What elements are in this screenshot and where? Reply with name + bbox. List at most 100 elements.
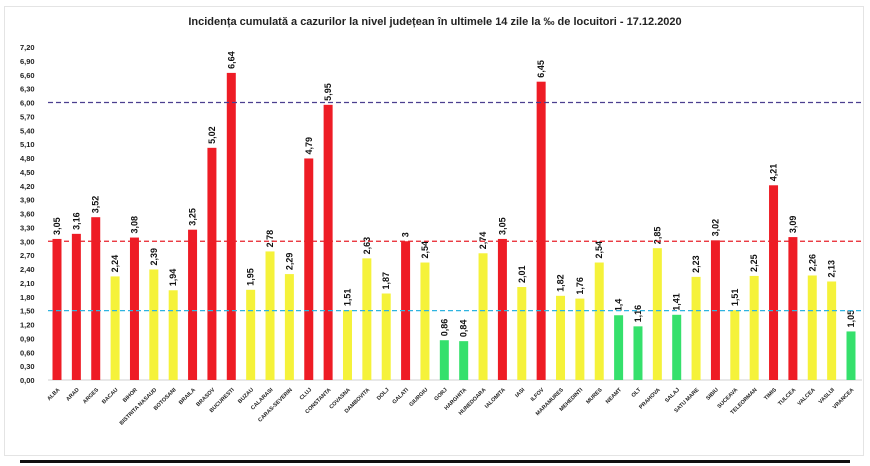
- bar-arges: [91, 217, 101, 380]
- data-label: 1,41: [672, 293, 682, 311]
- data-label: 6,64: [226, 51, 236, 69]
- bottom-bar: [0, 458, 870, 466]
- bar-braila: [188, 229, 198, 380]
- data-label: 3,09: [788, 216, 798, 234]
- data-label: 2,24: [110, 255, 120, 273]
- bar-maramures: [556, 295, 566, 380]
- category-label: TULCEA: [777, 387, 797, 407]
- bar-suceava: [730, 310, 740, 380]
- bar-valcea: [807, 275, 817, 380]
- bar-mures: [594, 262, 604, 380]
- data-label: 3,52: [91, 196, 101, 214]
- data-label: 2,85: [652, 227, 662, 245]
- y-tick-label: 0,90: [20, 334, 35, 343]
- bar-gorj: [439, 340, 449, 380]
- bar-prahova: [652, 248, 662, 380]
- y-tick-label: 2,40: [20, 265, 35, 274]
- bar-satu-mare: [691, 276, 701, 380]
- bar-constanta: [323, 104, 333, 380]
- y-tick-label: 0,60: [20, 348, 35, 357]
- bar-bistrita-nasaud: [149, 269, 159, 380]
- y-tick-label: 5,10: [20, 140, 35, 149]
- bar-dambovita: [362, 258, 372, 380]
- y-tick-label: 6,60: [20, 71, 35, 80]
- y-tick-label: 2,10: [20, 279, 35, 288]
- data-label: 2,13: [827, 260, 837, 278]
- category-label: CARAS-SEVERIN: [257, 387, 293, 423]
- y-tick-label: 5,70: [20, 112, 35, 121]
- bar-giurgiu: [420, 262, 430, 380]
- y-tick-label: 0,00: [20, 376, 35, 385]
- data-label: 3,25: [188, 208, 198, 226]
- y-tick-label: 3,60: [20, 210, 35, 219]
- bar-bucuresti: [226, 72, 236, 381]
- y-tick-label: 1,80: [20, 293, 35, 302]
- data-label: 5,95: [323, 83, 333, 101]
- bar-vrancea: [846, 331, 856, 380]
- category-label: PRAHOVA: [638, 387, 661, 410]
- data-label: 1,51: [730, 289, 740, 307]
- bar-teleorman: [749, 275, 759, 380]
- y-tick-label: 6,30: [20, 85, 35, 94]
- data-label: 1,95: [246, 268, 256, 286]
- bar-olt: [633, 326, 643, 380]
- bar-timis: [769, 185, 779, 380]
- bar-botosani: [168, 290, 178, 380]
- bar-covasna: [342, 310, 352, 380]
- bar-iasi: [517, 287, 527, 380]
- chart-title: Incidența cumulată a cazurilor la nivel …: [188, 16, 682, 28]
- category-label: VASLUI: [818, 387, 837, 406]
- data-label: 1,4: [614, 299, 624, 312]
- bar-buzau: [246, 289, 256, 380]
- y-tick-label: 0,30: [20, 362, 35, 371]
- data-label: 3,16: [71, 212, 81, 230]
- category-label: ILFOV: [530, 387, 546, 403]
- data-label: 3: [401, 232, 411, 237]
- bar-tulcea: [788, 237, 798, 380]
- bar-ilfov: [536, 81, 546, 380]
- data-label: 1,05: [846, 310, 856, 328]
- category-label: IALOMITA: [484, 387, 507, 410]
- data-label: 2,54: [594, 241, 604, 259]
- category-label: ARAD: [65, 387, 80, 402]
- category-label: SIBIU: [705, 387, 720, 402]
- chart-frame: [4, 6, 864, 456]
- data-label: 1,87: [381, 272, 391, 290]
- y-tick-label: 5,40: [20, 126, 35, 135]
- bar-cluj: [304, 158, 314, 380]
- category-label: MURES: [585, 387, 604, 406]
- category-label: BUZAU: [237, 387, 255, 405]
- category-label: GIURGIU: [408, 387, 429, 408]
- data-label: 6,45: [536, 60, 546, 78]
- y-tick-label: 3,00: [20, 237, 35, 246]
- y-tick-label: 7,20: [20, 43, 35, 52]
- y-tick-label: 6,00: [20, 99, 35, 108]
- bar-galati: [401, 241, 411, 380]
- bar-alba: [52, 238, 62, 380]
- category-label: TIMIS: [763, 387, 778, 402]
- bar-vaslui: [827, 281, 837, 380]
- data-label: 0,84: [459, 320, 469, 338]
- category-label: IASI: [514, 387, 526, 399]
- category-label: OLT: [631, 387, 643, 399]
- bar-neamt: [614, 315, 624, 380]
- bar-brasov: [207, 147, 217, 380]
- category-label: SALAJ: [664, 387, 681, 404]
- category-label: DOLJ: [376, 387, 391, 402]
- category-label: CLUJ: [299, 387, 313, 401]
- bar-salaj: [672, 314, 682, 380]
- data-label: 0,86: [439, 319, 449, 337]
- bar-hunedoara: [478, 253, 488, 380]
- data-label: 4,79: [304, 137, 314, 155]
- y-tick-label: 1,50: [20, 307, 35, 316]
- y-tick-label: 6,90: [20, 57, 35, 66]
- data-label: 2,63: [362, 237, 372, 255]
- data-label: 2,01: [517, 266, 527, 284]
- data-label: 2,54: [420, 241, 430, 259]
- data-label: 3,02: [710, 219, 720, 237]
- data-label: 2,74: [478, 232, 488, 250]
- bar-bihor: [129, 237, 139, 380]
- data-label: 3,05: [497, 217, 507, 235]
- bar-bacau: [110, 276, 120, 380]
